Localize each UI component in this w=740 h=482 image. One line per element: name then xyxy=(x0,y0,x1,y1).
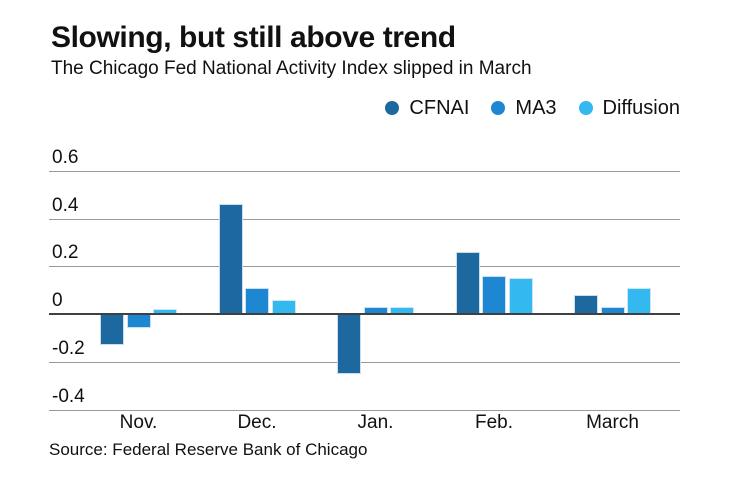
chart-title: Slowing, but still above trend xyxy=(51,21,456,54)
legend-label-diffusion: Diffusion xyxy=(602,96,680,119)
gridline xyxy=(49,218,680,220)
bar-cfnai-nov xyxy=(100,314,124,346)
legend-swatch-diffusion-icon xyxy=(578,101,593,115)
x-axis-label: Nov. xyxy=(119,412,158,433)
bar-ma3-feb xyxy=(482,275,506,315)
chart-subtitle: The Chicago Fed National Activity Index … xyxy=(51,58,532,79)
bar-diffusion-march xyxy=(627,287,651,315)
gridline xyxy=(49,361,680,363)
zero-line xyxy=(49,313,680,316)
bar-cfnai-dec xyxy=(218,204,243,315)
legend-label-cfnai: CFNAI xyxy=(409,96,470,119)
y-axis-tick-label: 0 xyxy=(52,290,63,312)
gridline xyxy=(49,266,680,268)
x-axis-label: Feb. xyxy=(474,412,514,433)
legend-item-diffusion: Diffusion xyxy=(578,96,680,120)
gridline xyxy=(49,409,680,411)
y-axis-tick-label: 0.2 xyxy=(52,242,79,264)
legend-item-cfnai: CFNAI xyxy=(385,97,469,120)
bar-diffusion-dec xyxy=(271,299,296,315)
source-note: Source: Federal Reserve Bank of Chicago xyxy=(49,440,368,459)
bar-ma3-dec xyxy=(245,287,269,315)
bar-cfnai-jan xyxy=(337,314,361,374)
bar-ma3-nov xyxy=(126,314,151,329)
bar-diffusion-feb xyxy=(508,278,533,315)
x-axis-label: Dec. xyxy=(237,412,277,433)
y-axis-tick-label: -0.2 xyxy=(52,337,85,359)
x-axis-label: Jan. xyxy=(357,412,394,433)
legend: CFNAI MA3 Diffusion xyxy=(49,96,680,120)
y-axis-tick-label: 0.4 xyxy=(52,194,79,216)
y-axis-tick-label: 0.6 xyxy=(52,147,79,168)
gridline xyxy=(49,171,680,172)
x-axis-label: March xyxy=(586,412,639,433)
bar-cfnai-march xyxy=(574,295,598,315)
legend-swatch-cfnai-icon xyxy=(385,101,400,115)
legend-swatch-ma3-icon xyxy=(491,101,506,115)
legend-label-ma3: MA3 xyxy=(515,96,557,119)
bar-cfnai-feb xyxy=(455,252,480,315)
legend-item-ma3: MA3 xyxy=(491,96,557,120)
y-axis-tick-label: -0.4 xyxy=(52,385,85,407)
